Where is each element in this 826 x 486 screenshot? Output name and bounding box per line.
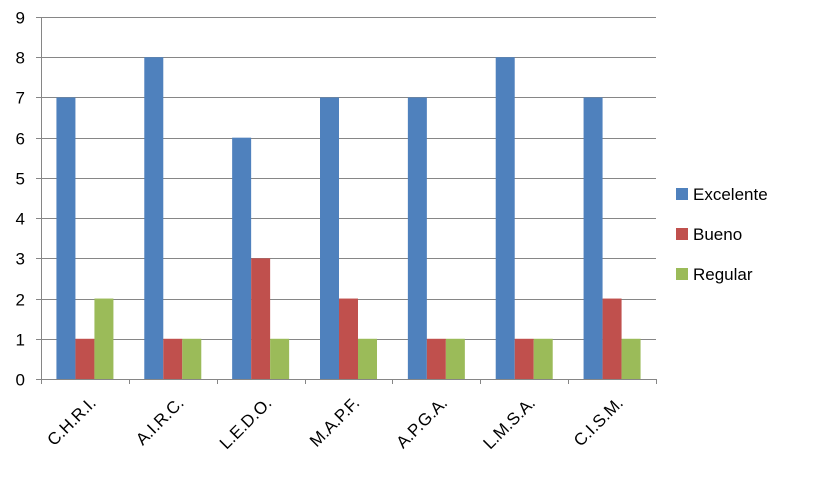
bar-excelente-4 [320,97,339,379]
x-tick-label: M.A.P.F. [306,393,363,450]
bar-excelente-7 [583,97,603,379]
bar-excelente-6 [495,57,515,379]
y-tick-label: 4 [16,210,25,229]
legend-label-regular: Regular [693,265,753,284]
legend-swatch-regular [676,268,688,280]
y-tick-label: 9 [16,9,25,28]
y-tick-label: 8 [16,49,25,68]
bar-bueno-7 [602,298,622,379]
y-tick-label: 3 [16,250,25,269]
y-tick-label: 7 [16,89,25,108]
x-tick-label: L.M.S.A. [480,393,540,453]
bar-regular-1 [94,298,114,379]
bar-regular-3 [270,338,290,379]
bar-excelente-3 [232,137,252,379]
bar-bueno-6 [514,338,534,379]
bar-regular-7 [621,338,641,379]
bar-bueno-2 [163,338,183,379]
bar-excelente-1 [56,97,76,379]
bar-regular-4 [358,338,377,379]
bar-regular-2 [182,338,202,379]
x-tick-label: L.E.D.O. [216,393,276,453]
y-tick-label: 0 [16,371,25,390]
legend-label-bueno: Bueno [693,225,742,244]
bar-bueno-4 [339,298,358,379]
y-tick-label: 1 [16,331,25,350]
x-tick-label: C.H.R.I. [44,393,100,449]
bar-regular-5 [445,338,465,379]
bar-bueno-1 [75,338,95,379]
y-tick-label: 5 [16,170,25,189]
bar-bueno-5 [426,338,446,379]
legend-swatch-excelente [676,188,688,200]
x-tick-label: A.I.R.C. [132,393,188,449]
bar-excelente-5 [407,97,427,379]
x-tick-label: A.P.G.A. [393,393,452,452]
legend-swatch-bueno [676,228,688,240]
legend-label-excelente: Excelente [693,185,768,204]
bar-bueno-3 [251,258,271,379]
bar-excelente-2 [144,57,164,379]
bar-regular-6 [533,338,553,379]
x-tick-label: C.I.S.M. [570,393,627,450]
y-tick-label: 2 [16,291,25,310]
y-tick-label: 6 [16,130,25,149]
